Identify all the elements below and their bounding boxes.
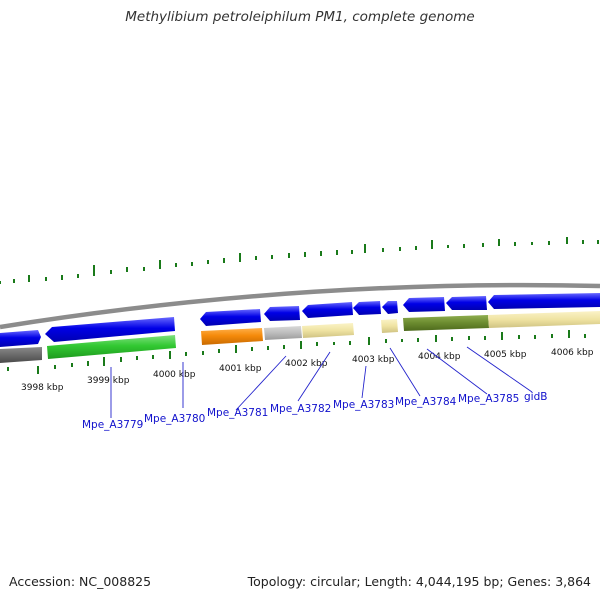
gene-label[interactable]: gidB (524, 391, 547, 403)
gene-arrow[interactable] (264, 306, 300, 321)
gene-arrow[interactable] (403, 297, 445, 312)
map-title: Methylibium petroleiphilum PM1, complete… (125, 9, 475, 25)
gene-arrow[interactable] (45, 317, 175, 342)
topology-text: Topology: circular; Length: 4,044,195 bp… (247, 574, 591, 589)
scale-label: 4005 kbp (484, 350, 527, 360)
gene-label[interactable]: Mpe_A3785 (458, 393, 519, 405)
gene-label[interactable]: Mpe_A3780 (144, 413, 205, 425)
gene-label[interactable]: Mpe_A3783 (333, 399, 394, 411)
gene-arrow[interactable] (0, 330, 41, 347)
gene-arrow[interactable] (488, 293, 600, 309)
cog-band (0, 311, 600, 363)
scale-label: 4000 kbp (153, 370, 196, 380)
scale-labels: 3998 kbp 3999 kbp 4000 kbp 4001 kbp 4002… (21, 348, 594, 393)
label-leaders (110, 346, 533, 418)
scale-label: 3998 kbp (21, 383, 64, 393)
scale-ticks (7, 330, 586, 374)
scale-label: 4004 kbp (418, 352, 461, 362)
forward-genes (0, 293, 600, 347)
scale-label: 3999 kbp (87, 376, 130, 386)
gene-arrow[interactable] (446, 296, 487, 310)
gene-arrow[interactable] (353, 301, 381, 315)
accession-text: Accession: NC_008825 (9, 574, 152, 589)
scale-label: 4006 kbp (551, 348, 594, 358)
genome-backbone (0, 282, 600, 330)
gene-label[interactable]: Mpe_A3781 (207, 407, 268, 419)
scale-label: 4003 kbp (352, 355, 395, 365)
gene-label[interactable]: Mpe_A3784 (395, 396, 457, 408)
scale-label: 4001 kbp (219, 364, 262, 374)
gene-arrow[interactable] (200, 309, 261, 326)
gene-label[interactable]: Mpe_A3782 (270, 403, 331, 415)
gene-label[interactable]: Mpe_A3779 (82, 419, 143, 431)
scale-label: 4002 kbp (285, 359, 328, 369)
gene-arrow[interactable] (302, 302, 353, 318)
gene-arrow[interactable] (382, 301, 398, 314)
gc-skew-ticks (0, 237, 599, 284)
gene-labels: Mpe_A3779 Mpe_A3780 Mpe_A3781 Mpe_A3782 … (82, 391, 547, 431)
